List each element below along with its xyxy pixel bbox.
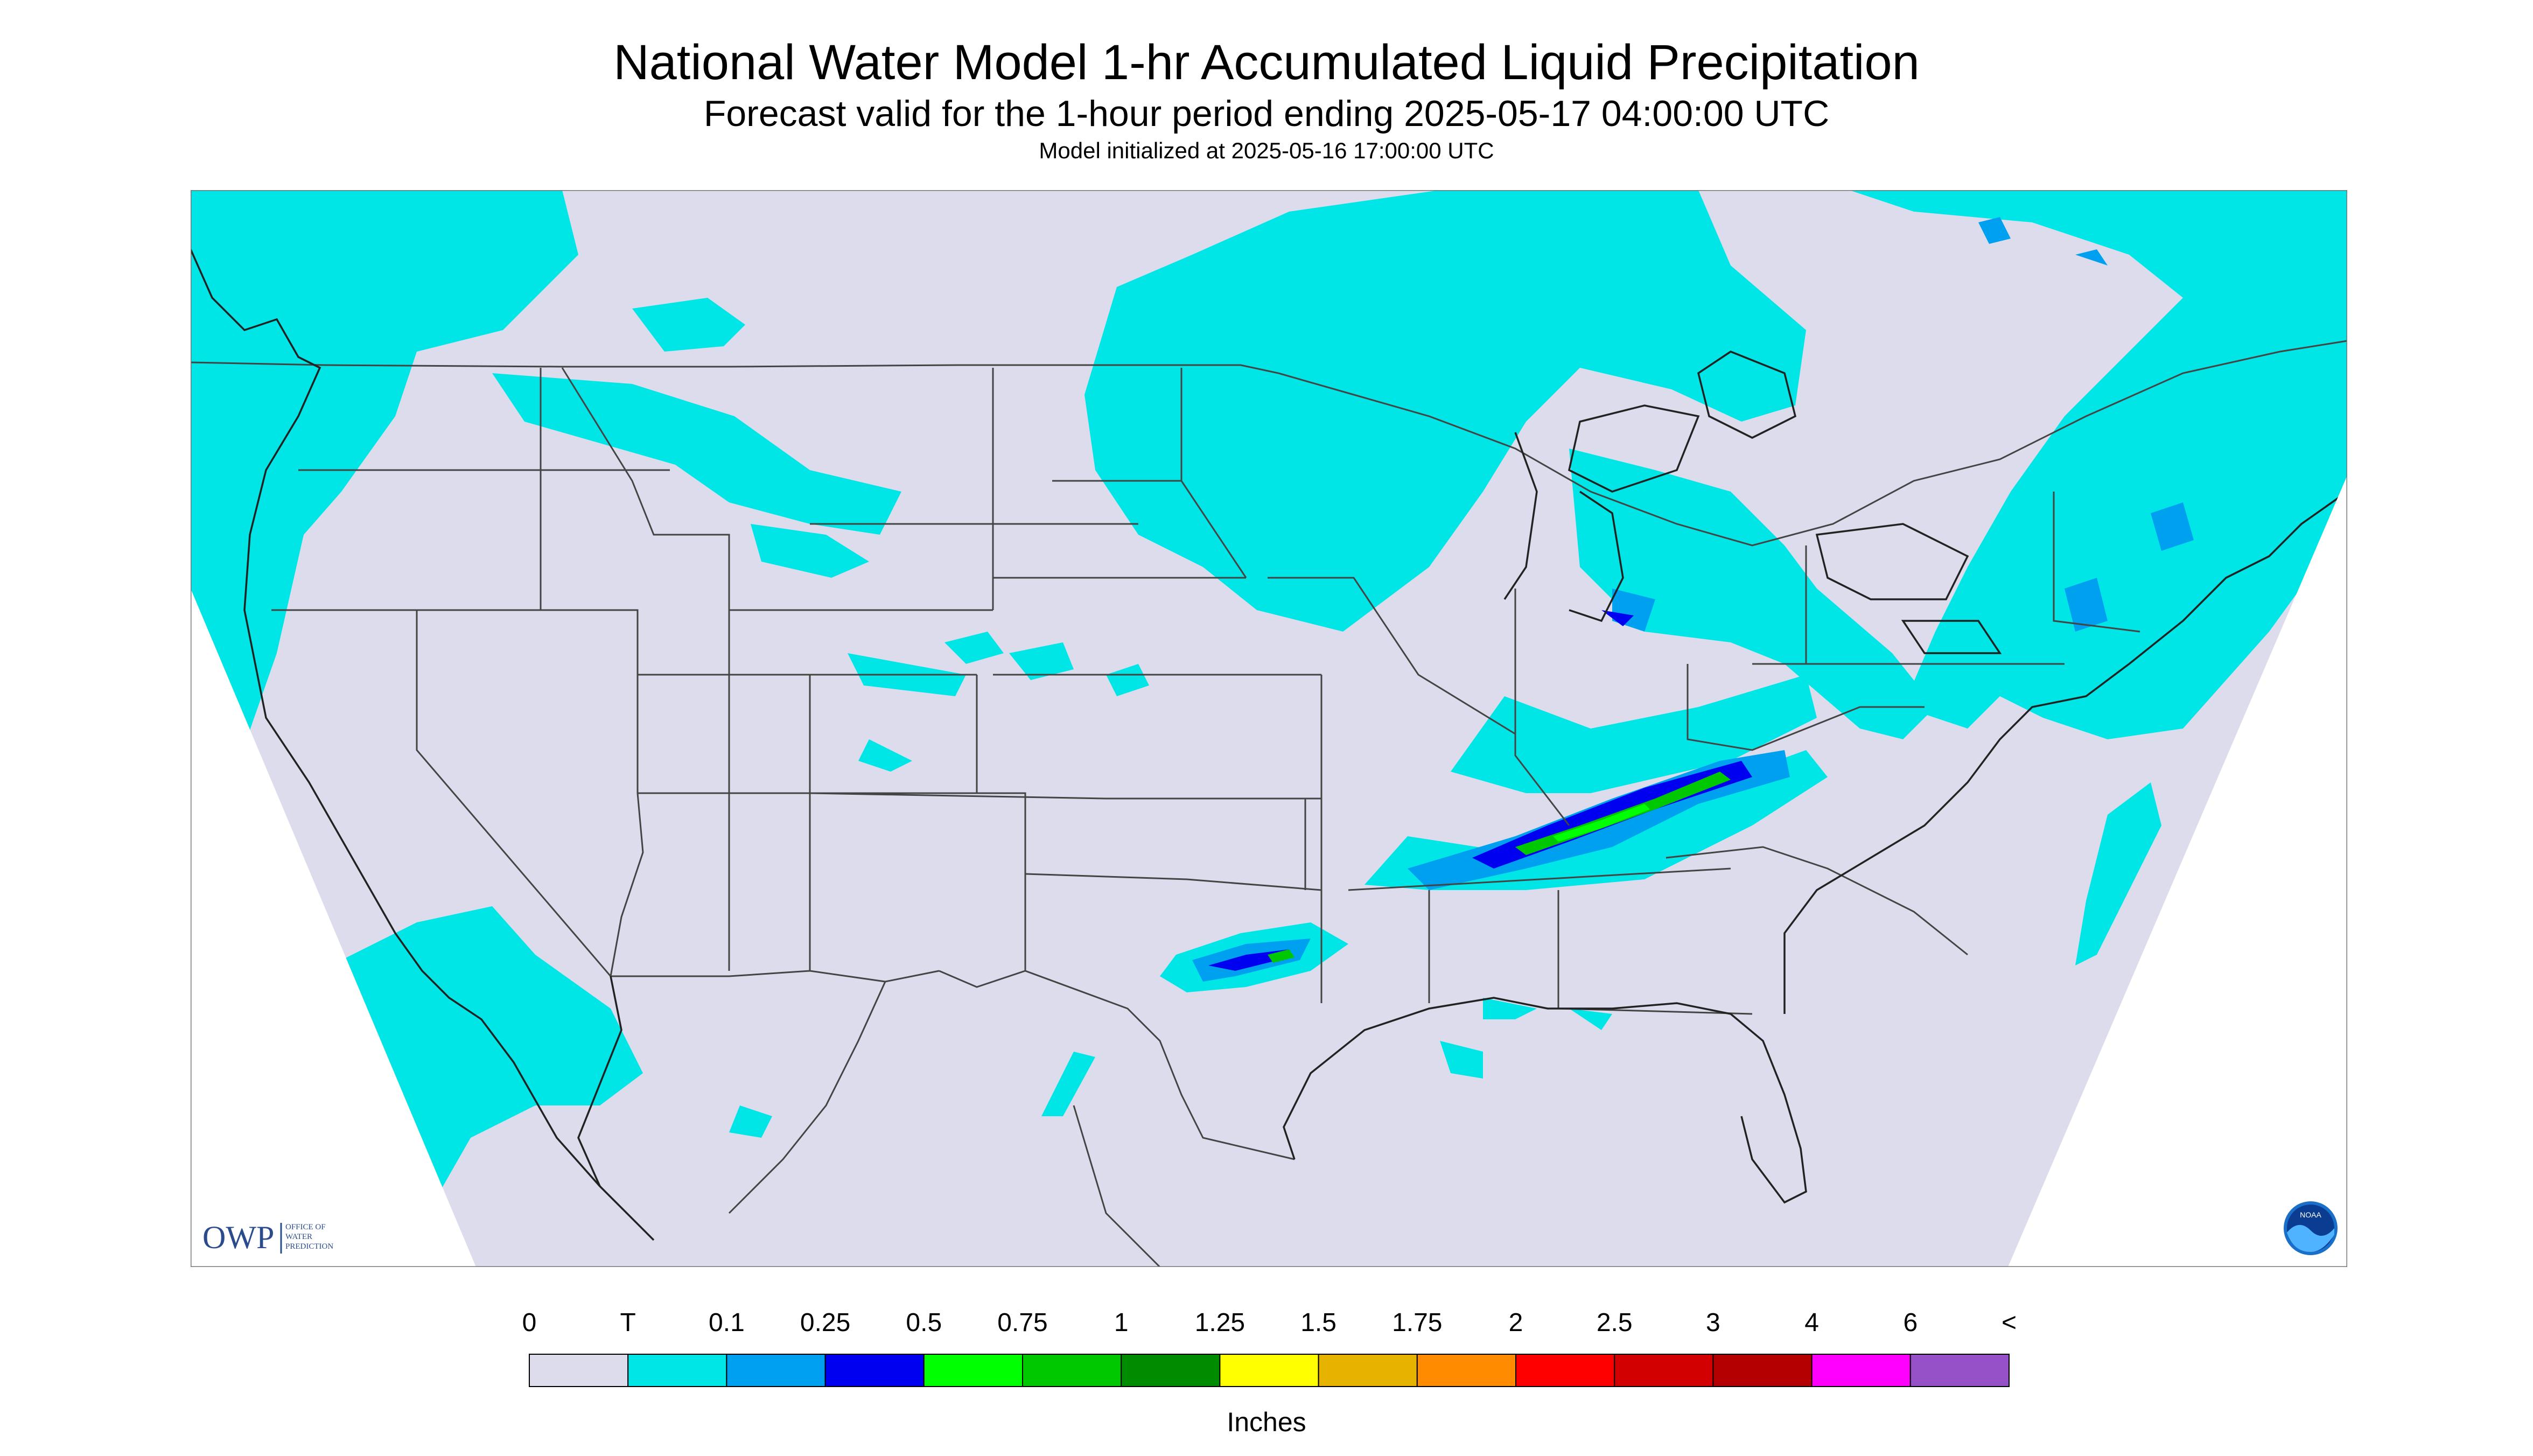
- owp-logo-abbrev: OWP: [202, 1220, 274, 1255]
- legend-color-box: [1022, 1354, 1122, 1387]
- legend-tick-label: 4: [1804, 1308, 1819, 1337]
- legend-color-box: [627, 1354, 727, 1387]
- legend-tick-label: 1.75: [1392, 1308, 1442, 1337]
- legend-color-box: [1219, 1354, 1319, 1387]
- owp-logo-line2: WATER: [285, 1233, 312, 1241]
- map-title: National Water Model 1-hr Accumulated Li…: [613, 35, 1920, 90]
- legend-tick-label: 3: [1706, 1308, 1720, 1337]
- precip-very-heavy: [1268, 772, 1731, 963]
- legend-color-box: [1811, 1354, 1911, 1387]
- legend-tick-label: 0: [522, 1308, 537, 1337]
- legend-tick-label: T: [620, 1308, 636, 1337]
- legend-tick-label: <: [2002, 1308, 2017, 1337]
- precipitation-map: OWP OFFICE OF WATER PREDICTION NOAA: [191, 190, 2347, 1267]
- noaa-logo: NOAA: [2284, 1201, 2338, 1255]
- legend-tick-label: 6: [1903, 1308, 1918, 1337]
- legend-color-box: [1515, 1354, 1615, 1387]
- political-boundaries: [191, 340, 2347, 1267]
- legend-color-box: [923, 1354, 1024, 1387]
- legend-tick-label: 1: [1114, 1308, 1129, 1337]
- owp-logo-line3: PREDICTION: [285, 1242, 333, 1251]
- legend-color-box: [1712, 1354, 1813, 1387]
- legend-color-box: [1614, 1354, 1714, 1387]
- legend-tick-label: 1.5: [1300, 1308, 1337, 1337]
- legend-unit-label: Inches: [1227, 1407, 1306, 1437]
- legend-tick-label: 0.5: [906, 1308, 942, 1337]
- legend-tick-label: 0.75: [997, 1308, 1047, 1337]
- precip-legend: 0 T 0.1 0.25 0.5 0.75 1 1.25 1.5 1.75 2 2.5 3 4 6 < Inc…: [522, 1308, 2017, 1437]
- legend-tick-label: 2: [1509, 1308, 1523, 1337]
- owp-logo: OWP OFFICE OF WATER PREDICTION: [202, 1220, 333, 1255]
- coastlines: [191, 249, 2347, 1241]
- legend-color-box: [529, 1354, 629, 1387]
- legend-tick-label: 0.25: [800, 1308, 850, 1337]
- model-init-text: Model initialized at 2025-05-16 17:00:00…: [1039, 138, 1494, 163]
- legend-color-box: [1121, 1354, 1221, 1387]
- legend-color-box: [1909, 1354, 2010, 1387]
- legend-color-box: [1318, 1354, 1418, 1387]
- legend-color-box: [726, 1354, 826, 1387]
- legend-tick-label: 1.25: [1195, 1308, 1245, 1337]
- noaa-logo-text: NOAA: [2300, 1210, 2321, 1219]
- legend-color-box: [824, 1354, 925, 1387]
- legend-tick-label: 2.5: [1597, 1308, 1633, 1337]
- map-subtitle: Forecast valid for the 1-hour period end…: [703, 93, 1830, 134]
- owp-logo-line1: OFFICE OF: [285, 1223, 326, 1231]
- legend-tick-label: 0.1: [709, 1308, 745, 1337]
- legend-color-box: [1416, 1354, 1517, 1387]
